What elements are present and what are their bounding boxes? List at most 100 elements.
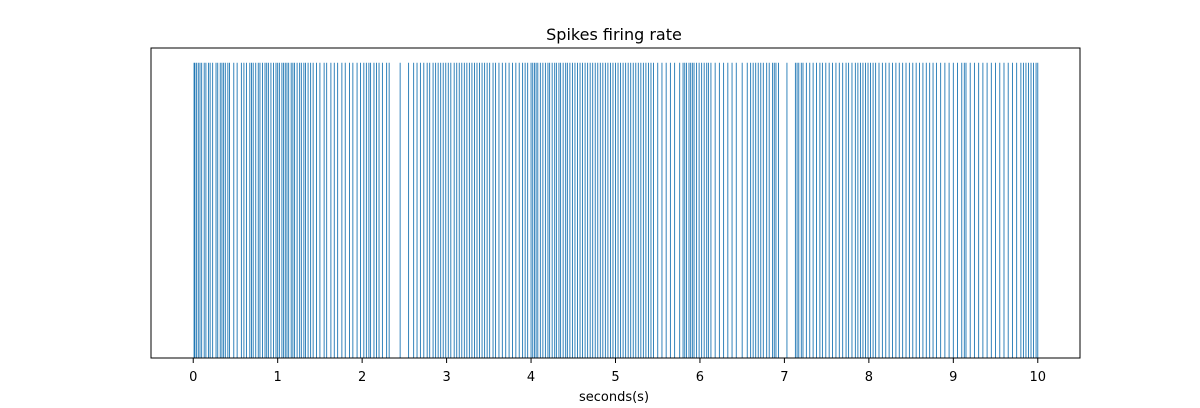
spike-bar [555, 62, 557, 358]
spike-bar [935, 62, 937, 358]
spike-bar [505, 62, 507, 358]
spike-bar [476, 62, 478, 358]
spike-bar [825, 62, 827, 358]
x-tick-label: 6 [696, 370, 704, 385]
spike-bar [435, 62, 437, 358]
spike-bar [682, 62, 684, 358]
spike-bar [363, 62, 365, 358]
spike-bar [486, 62, 488, 358]
spike-bar [515, 62, 517, 358]
spike-bar [245, 62, 247, 358]
spike-bar [888, 62, 890, 358]
spike-bar [589, 62, 591, 358]
spike-bar [969, 62, 971, 358]
spike-bar [1020, 62, 1022, 358]
spike-bar [262, 62, 263, 358]
spike-bar [707, 62, 709, 358]
spike-bar [973, 62, 975, 358]
spike-bar [221, 62, 223, 358]
spike-bar [881, 62, 883, 358]
spike-bar [766, 62, 768, 358]
spike-bar [461, 62, 463, 358]
spike-bar [885, 62, 887, 358]
spike-bar [599, 62, 601, 358]
spike-bar [925, 62, 927, 358]
spike-bar [197, 62, 199, 358]
spike-bar [264, 62, 266, 358]
spike-bar [495, 62, 497, 358]
spike-bar [915, 62, 917, 358]
spike-bar [522, 62, 524, 358]
spike-bar [727, 62, 729, 358]
spike-bar [1035, 62, 1037, 358]
spike-bar [1003, 62, 1005, 358]
spike-bar [512, 62, 513, 358]
spike-bar [305, 62, 306, 358]
spike-bar [669, 62, 671, 358]
spike-bar [312, 62, 314, 358]
spike-bar [693, 62, 695, 358]
spike-bar [539, 62, 541, 358]
spike-bar [489, 62, 491, 358]
spike-bar [440, 62, 442, 358]
x-tick-label: 3 [442, 370, 450, 385]
spike-bar [812, 62, 814, 358]
spike-bar [571, 62, 573, 358]
spike-bar [463, 62, 465, 358]
spike-bar [281, 62, 283, 358]
spike-bar [562, 62, 564, 358]
spike-bar [209, 62, 211, 358]
spike-bar [706, 62, 708, 358]
spike-bar [233, 62, 235, 358]
spike-bar [859, 62, 861, 358]
spike-bar [240, 62, 242, 358]
spike-bar [698, 62, 700, 358]
spike-bar [615, 62, 616, 358]
x-tick-label: 1 [274, 370, 282, 385]
spike-bar [965, 62, 967, 358]
spike-bar [794, 62, 796, 358]
spike-bar [685, 62, 687, 358]
chart-title: Spikes firing rate [546, 25, 682, 44]
spike-bar [773, 62, 775, 358]
spike-bar [296, 62, 298, 358]
spike-bar [642, 62, 644, 358]
spike-bar [530, 62, 532, 358]
spike-bar [294, 62, 296, 358]
spike-bar [650, 62, 652, 358]
spike-bar [922, 62, 924, 358]
spike-bar [303, 62, 305, 358]
spike-bar [902, 62, 904, 358]
spike-bar [227, 62, 229, 358]
spike-bar [468, 62, 470, 358]
spike-bar [786, 62, 788, 358]
spike-bar [533, 62, 535, 358]
spike-bar [731, 62, 733, 358]
spike-bar [674, 62, 676, 358]
spike-bar [640, 62, 642, 358]
spike-bar [929, 62, 931, 358]
spike-bar [566, 62, 568, 358]
spike-bar [537, 62, 539, 358]
spike-bar [757, 62, 759, 358]
spike-bar [957, 62, 958, 358]
spike-bar [872, 62, 874, 358]
spike-bar [224, 62, 226, 358]
spike-bar [535, 62, 537, 358]
spike-bar [284, 62, 286, 358]
spike-bar [819, 62, 821, 358]
spike-bar [450, 62, 452, 358]
spike-bar [838, 62, 840, 358]
spike-bar [194, 62, 196, 358]
spike-bar [622, 62, 624, 358]
spike-bar [212, 62, 214, 358]
spike-bar [875, 62, 877, 358]
spike-bar [429, 62, 431, 358]
spike-bar [501, 62, 503, 358]
spike-bar [292, 62, 294, 358]
spike-bar [645, 62, 647, 358]
spike-bar [532, 62, 534, 358]
spike-bar [919, 62, 920, 358]
spike-bar [778, 62, 779, 358]
